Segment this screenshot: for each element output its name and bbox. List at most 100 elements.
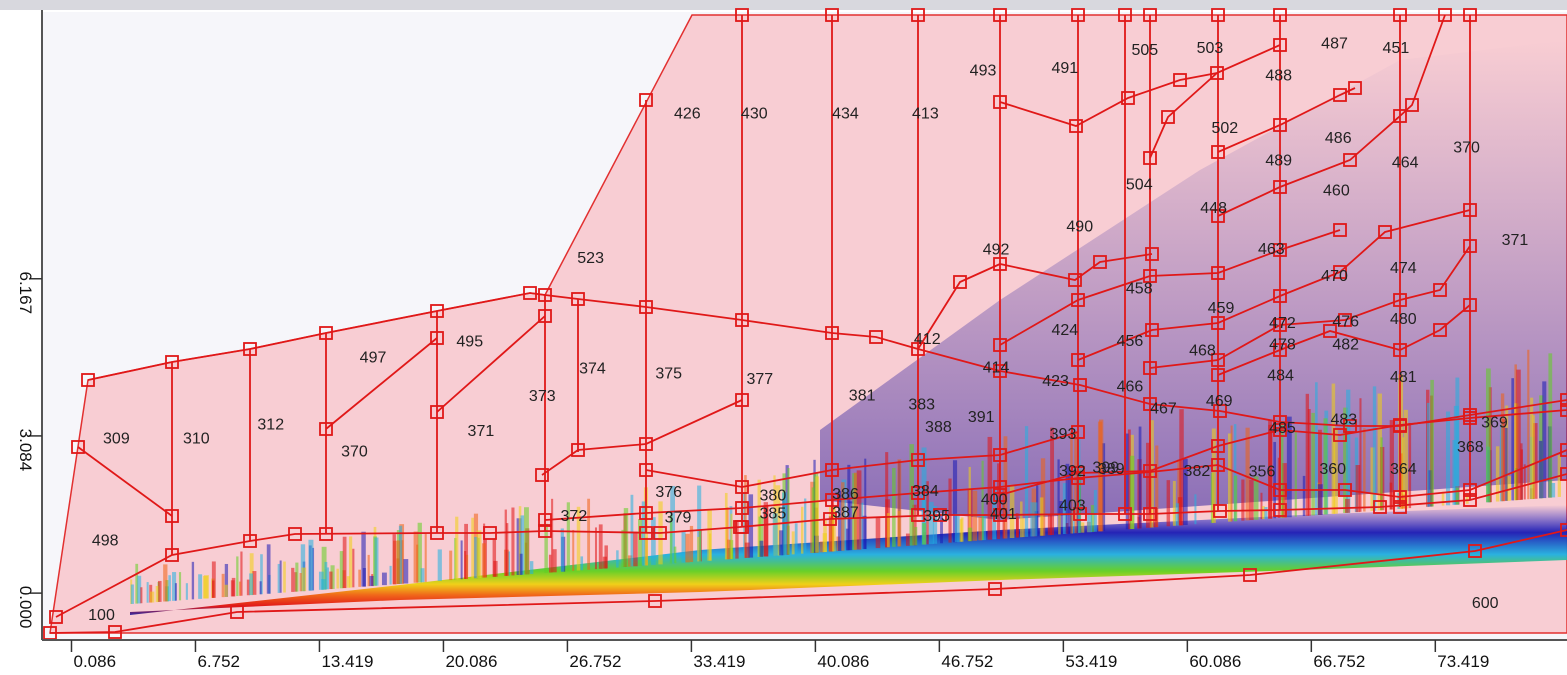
intensity-streak [507, 551, 511, 576]
region-label: 399 [1092, 460, 1119, 477]
x-tick-label: 60.086 [1189, 652, 1241, 671]
intensity-streak [1090, 505, 1095, 532]
region-label: 424 [1052, 322, 1079, 339]
intensity-streak [1127, 429, 1131, 530]
top-border [0, 0, 1567, 10]
intensity-streak [1264, 507, 1268, 519]
intensity-streak [914, 526, 918, 546]
region-label: 401 [990, 506, 1017, 523]
intensity-streak [1253, 476, 1259, 520]
intensity-streak [346, 576, 351, 588]
region-label: 377 [747, 371, 774, 388]
region-marker [1210, 66, 1224, 80]
intensity-streak [1345, 498, 1350, 513]
region-label: 380 [760, 488, 787, 505]
region-marker [535, 468, 549, 482]
intensity-streak [1024, 426, 1029, 537]
region-marker [1211, 266, 1225, 280]
region-marker [571, 443, 585, 457]
region-label: 488 [1265, 68, 1292, 85]
region-marker [430, 526, 444, 540]
region-marker [1093, 255, 1107, 269]
region-marker [993, 488, 1007, 502]
intensity-streak [819, 541, 825, 553]
region-marker [538, 288, 552, 302]
intensity-streak [787, 468, 790, 555]
region-label: 386 [832, 486, 859, 503]
region-label: 370 [1453, 140, 1480, 157]
intensity-streak [1311, 412, 1315, 516]
region-marker [1069, 119, 1083, 133]
region-label: 459 [1208, 300, 1235, 317]
intensity-streak [1430, 379, 1434, 507]
intensity-streak [519, 553, 523, 575]
intensity-streak [417, 522, 422, 583]
region-label: 309 [103, 431, 130, 448]
intensity-streak [779, 530, 784, 556]
intensity-streak [493, 560, 498, 577]
region-label: 369 [1481, 414, 1508, 431]
intensity-streak [529, 561, 534, 575]
intensity-streak [1166, 480, 1171, 527]
region-marker [1143, 361, 1157, 375]
region-marker [1343, 153, 1357, 167]
intensity-streak [981, 460, 984, 541]
region-marker [1273, 343, 1287, 357]
intensity-streak [238, 581, 242, 596]
intensity-streak [1273, 441, 1277, 519]
intensity-streak [252, 571, 257, 595]
region-marker [1393, 293, 1407, 307]
intensity-streak [299, 573, 302, 592]
intensity-streak [1102, 443, 1106, 532]
intensity-streak [758, 516, 764, 557]
region-label: 482 [1332, 336, 1359, 353]
region-marker [993, 364, 1007, 378]
region-marker [319, 527, 333, 541]
intensity-streak [897, 459, 902, 547]
intensity-streak [259, 581, 262, 595]
intensity-streak [511, 507, 515, 576]
intensity-streak [775, 485, 781, 556]
intensity-streak [1318, 429, 1322, 515]
intensity-streak [1402, 437, 1405, 509]
intensity-streak [1081, 522, 1085, 533]
intensity-streak [1047, 514, 1052, 536]
intensity-streak [1227, 433, 1232, 522]
boundary-line [436, 315, 546, 413]
intensity-streak [1315, 382, 1318, 516]
region-marker [825, 463, 839, 477]
region-label: 503 [1197, 40, 1224, 57]
intensity-streak [1068, 470, 1072, 534]
intensity-streak [1129, 455, 1135, 530]
boundary-line [999, 229, 1341, 346]
region-marker [911, 8, 925, 22]
intensity-streak [279, 560, 282, 593]
intensity-streak [403, 559, 409, 584]
region-label: 356 [1249, 463, 1276, 480]
region-marker [993, 8, 1007, 22]
region-marker [430, 405, 444, 419]
region-label: 505 [1131, 42, 1158, 59]
region-label: 448 [1200, 200, 1227, 217]
region-marker [953, 275, 967, 289]
intensity-streak [352, 548, 355, 588]
x-tick-label: 73.419 [1437, 652, 1489, 671]
intensity-streak [1307, 409, 1311, 516]
x-tick-label: 6.752 [197, 652, 240, 671]
intensity-streak [845, 528, 849, 551]
region-label: 387 [832, 505, 859, 522]
region-marker [911, 342, 925, 356]
intensity-streak [1280, 421, 1284, 518]
x-tick-label: 66.752 [1313, 652, 1365, 671]
region-label: 379 [665, 510, 692, 527]
region-marker [823, 512, 837, 526]
intensity-streak [928, 501, 934, 545]
region-marker [993, 480, 1007, 494]
intensity-streak [630, 494, 634, 567]
intensity-streak [707, 509, 712, 561]
x-tick-label: 20.086 [445, 652, 497, 671]
region-marker [1143, 397, 1157, 411]
region-marker [1213, 504, 1227, 518]
region-marker [1333, 223, 1347, 237]
